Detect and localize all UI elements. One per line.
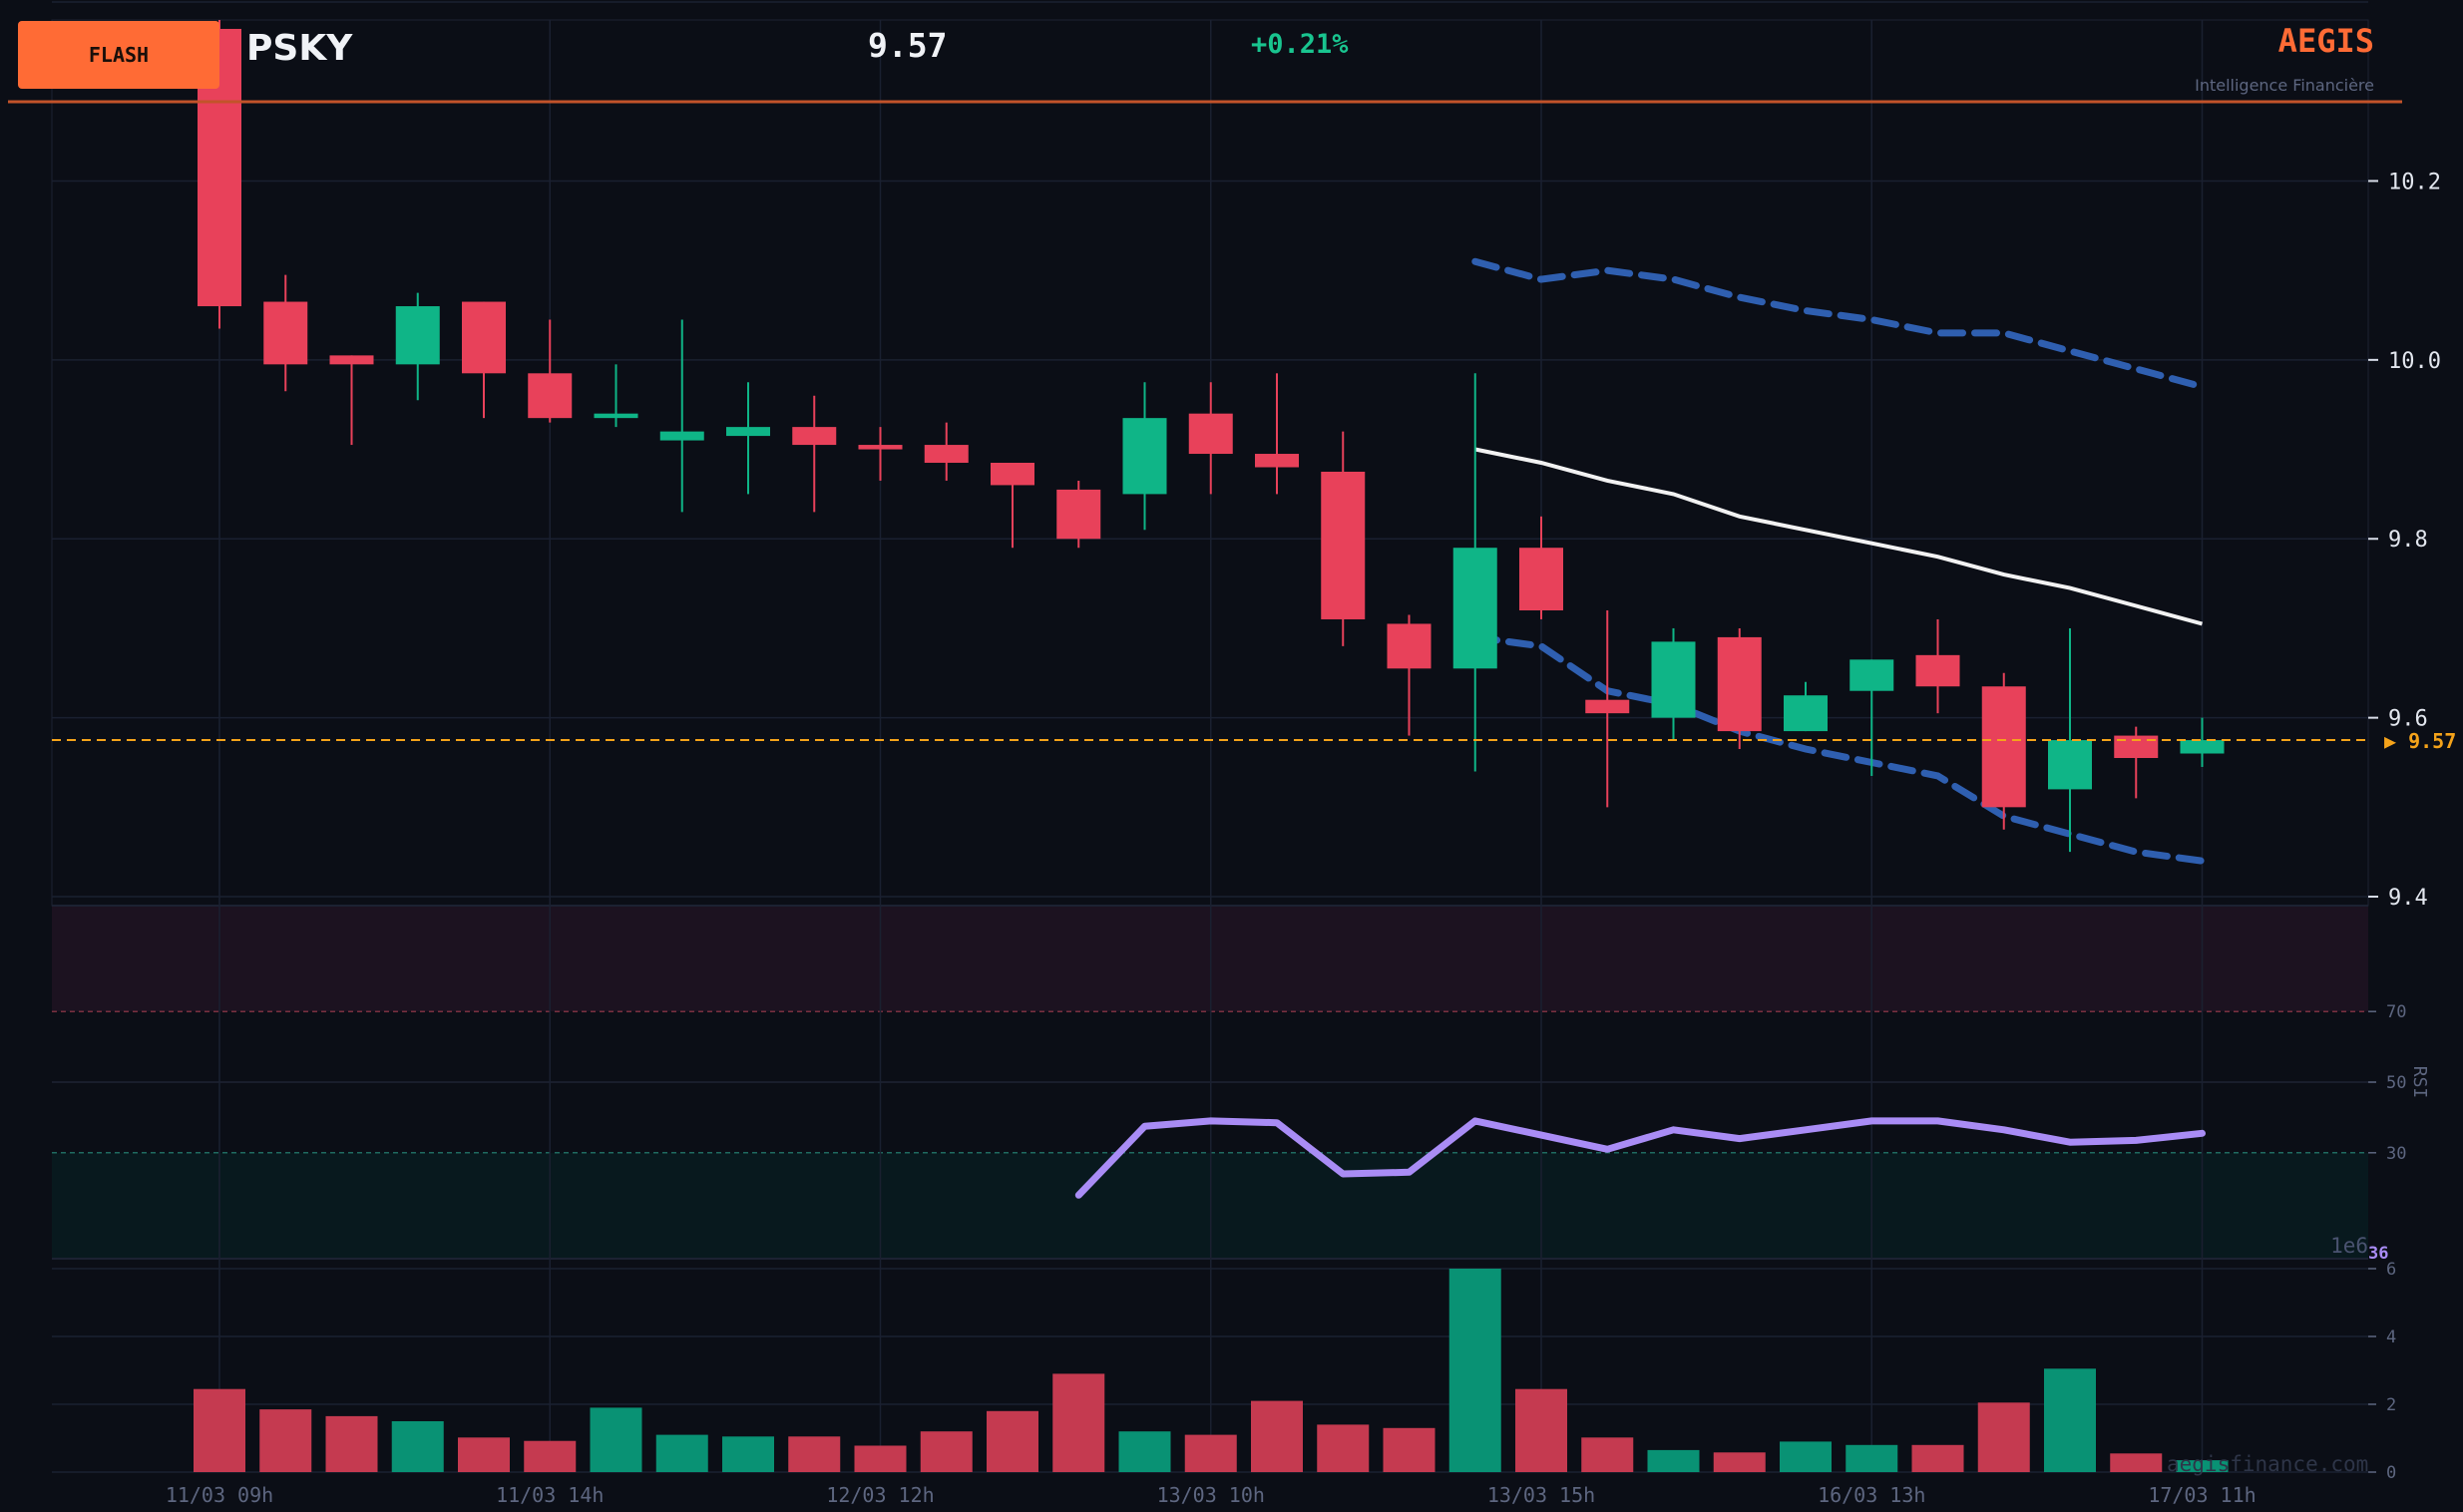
candle-body [462, 301, 506, 374]
bollinger-lower [1471, 633, 2206, 865]
rsi-last-label: 36 [2368, 1244, 2388, 1264]
candle-body [329, 355, 374, 365]
candle-body [1585, 699, 1630, 714]
volume-bar [458, 1437, 510, 1472]
volume-tick-label: 4 [2386, 1327, 2396, 1347]
candle-body [1122, 418, 1167, 495]
volume-bar [1581, 1437, 1634, 1472]
volume-bar [590, 1407, 642, 1472]
candle-body [726, 427, 770, 437]
candle-body [1387, 623, 1432, 669]
bollinger-middle [1474, 447, 2204, 626]
volume-bar [854, 1445, 907, 1472]
rsi-axis-title: RSI [2409, 1066, 2430, 1099]
rsi-tick-label: 70 [2386, 1002, 2406, 1022]
candle-body [2048, 740, 2092, 790]
price-tick-label: 9.6 [2388, 707, 2428, 732]
volume-bar [2044, 1368, 2096, 1472]
volume-bar [194, 1388, 245, 1472]
volume-bar [524, 1440, 577, 1472]
brand-logo: AEGIS [2277, 22, 2374, 60]
candle-body [991, 463, 1034, 486]
time-tick-label: 16/03 13h [1818, 1483, 1925, 1507]
bollinger-upper [1471, 257, 2206, 391]
brand-subtitle: Intelligence Financière [2195, 76, 2374, 95]
candle-body [1651, 641, 1696, 718]
volume-bar [325, 1415, 378, 1472]
volume-bar [788, 1436, 841, 1472]
candle-body [1452, 548, 1497, 669]
volume-tick-label: 2 [2386, 1395, 2396, 1415]
volume-bar [1383, 1427, 1436, 1472]
volume-bar [1052, 1373, 1105, 1472]
time-tick-label: 11/03 14h [496, 1483, 604, 1507]
rsi-line [1074, 1117, 2206, 1199]
candle-body [1255, 454, 1299, 468]
candle-body [1981, 686, 2026, 808]
volume-bar [1977, 1402, 2030, 1472]
volume-bar [655, 1434, 708, 1472]
volume-multiplier: 1e6 [2330, 1234, 2368, 1258]
volume-bar [1780, 1441, 1832, 1472]
volume-bar [1846, 1444, 1898, 1472]
volume-bar [1515, 1388, 1567, 1472]
volume-bar [1448, 1269, 1501, 1472]
time-tick-label: 11/03 09h [166, 1483, 273, 1507]
volume-bar [722, 1436, 774, 1472]
candle-body [263, 301, 308, 365]
volume-tick-label: 0 [2386, 1463, 2396, 1483]
volume-bar [2176, 1460, 2229, 1472]
watermark: aegisfinance.com [2167, 1452, 2369, 1476]
volume-bar [391, 1421, 444, 1472]
candle-body [1784, 695, 1828, 732]
time-tick-label: 13/03 15h [1487, 1483, 1595, 1507]
candle-body [924, 445, 969, 463]
volume-bar [987, 1410, 1038, 1472]
volume-bar [1184, 1434, 1237, 1472]
price-tick-label: 10.0 [2388, 349, 2441, 374]
candle-body [1056, 489, 1101, 540]
candle-body [1188, 413, 1233, 455]
candle-body [1849, 659, 1894, 691]
time-tick-label: 17/03 11h [2148, 1483, 2256, 1507]
price-tick-label: 10.2 [2388, 170, 2441, 194]
ticker-symbol: PSKY [246, 28, 353, 69]
candle-body [594, 413, 638, 419]
candle-body [528, 373, 573, 419]
flash-badge: FLASH [18, 21, 219, 89]
candle-body [792, 427, 837, 446]
volume-tick-label: 6 [2386, 1260, 2396, 1280]
candle-body [2114, 735, 2159, 758]
volume-bar [1251, 1400, 1303, 1472]
price-change: +0.21% [1251, 29, 1349, 60]
candle-body [659, 431, 704, 441]
last-price-label: ▶ 9.57 [2384, 729, 2456, 753]
price-tick-label: 9.8 [2388, 528, 2428, 553]
candle-body [1717, 636, 1762, 732]
time-tick-label: 13/03 10h [1157, 1483, 1265, 1507]
volume-bar [920, 1431, 973, 1472]
volume-bar [1713, 1452, 1766, 1472]
volume-bar [2110, 1453, 2163, 1472]
candle-body [858, 445, 903, 450]
volume-bar [1118, 1431, 1171, 1472]
candle-body [1519, 548, 1563, 610]
rsi-tick-label: 50 [2386, 1073, 2406, 1093]
volume-bar [1647, 1449, 1700, 1472]
current-price: 9.57 [868, 26, 948, 65]
candle-body [1321, 471, 1366, 619]
volume-bar [259, 1409, 312, 1472]
price-tick-label: 9.4 [2388, 886, 2428, 911]
time-tick-label: 12/03 12h [826, 1483, 934, 1507]
rsi-tick-label: 30 [2386, 1144, 2406, 1164]
volume-bar [1911, 1444, 1964, 1472]
candle-body [1915, 654, 1960, 687]
candle-body [395, 306, 440, 365]
candle-body [2180, 740, 2225, 754]
volume-bar [1317, 1424, 1370, 1472]
